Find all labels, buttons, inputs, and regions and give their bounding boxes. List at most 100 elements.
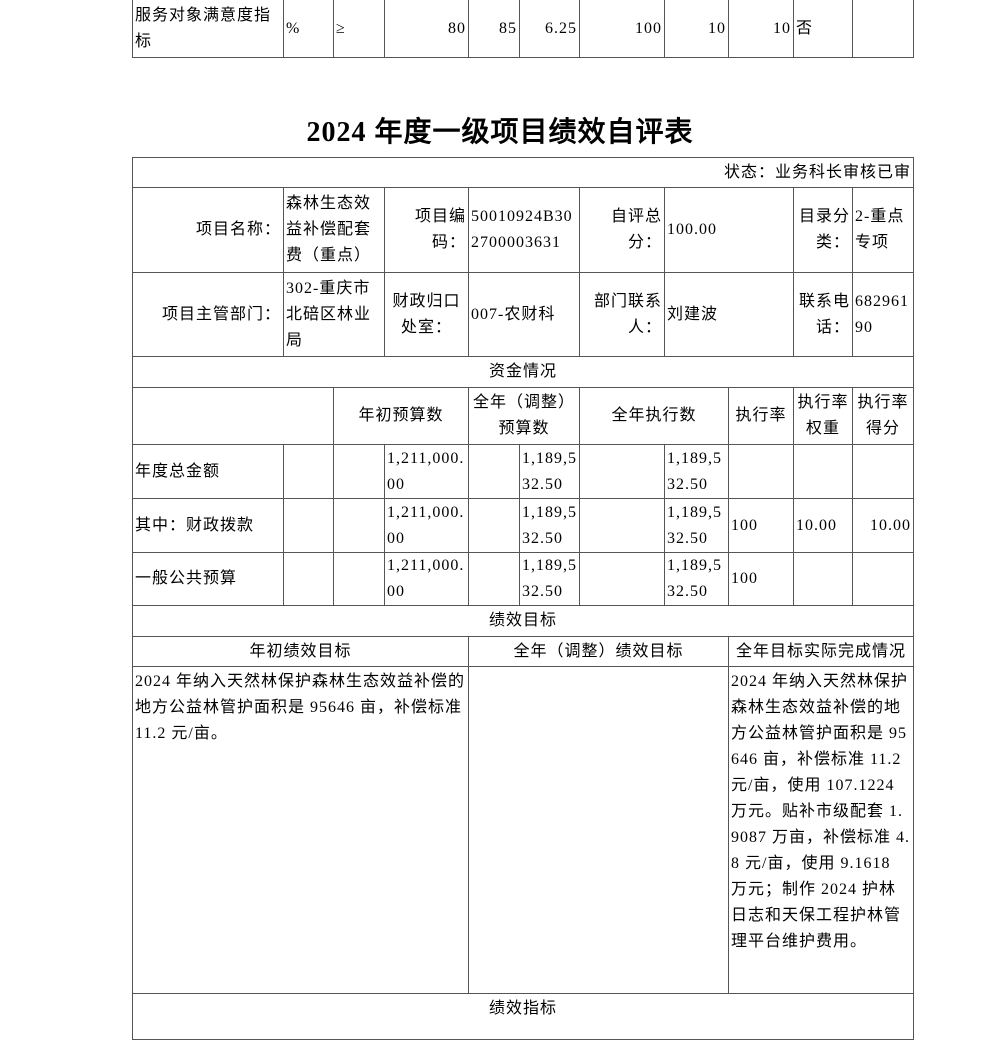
cell-text: 1,189,532.50 — [522, 557, 577, 600]
table-cell — [852, 0, 914, 58]
table-cell: 10.00 — [852, 498, 914, 553]
cell-text: 1,211,000.00 — [387, 557, 465, 600]
cell-text: 年初绩效目标 — [249, 642, 352, 660]
cell-text: ≥ — [336, 19, 346, 37]
table-cell: 否 — [793, 0, 853, 58]
table-cell: 1,211,000.00 — [384, 552, 469, 606]
table-cell — [333, 498, 385, 553]
page-title: 2024 年度一级项目绩效自评表 — [306, 117, 694, 148]
cell-text: 1,211,000.00 — [387, 503, 465, 547]
table-cell: 100 — [728, 498, 794, 553]
cell-text: 50010924B302700003631 — [471, 208, 573, 251]
table-cell: 100 — [579, 0, 665, 58]
table-cell — [283, 498, 334, 553]
column-header: 全年执行数 — [579, 387, 729, 445]
table-cell: 1,189,532.50 — [664, 552, 729, 606]
table-cell: 目录分类： — [793, 187, 853, 273]
cell-text: 其中：财政拨款 — [135, 516, 255, 534]
table-cell: 1,189,532.50 — [519, 552, 580, 606]
table-cell: 项目名称： — [132, 187, 284, 273]
cell-text: 绩效目标 — [488, 612, 557, 629]
table-cell — [579, 552, 665, 606]
cell-text: 森林生态效益补偿配套费（重点） — [286, 195, 372, 264]
table-cell — [333, 444, 385, 499]
cell-text: 100 — [635, 19, 662, 37]
table-cell: 自评总分： — [579, 187, 665, 273]
cell-text: 全年目标实际完成情况 — [735, 642, 906, 660]
table-cell — [283, 444, 334, 499]
fund-row-label: 一般公共预算 — [132, 552, 284, 606]
table-cell — [728, 444, 794, 499]
table-cell — [468, 444, 520, 499]
cell-text: 目录分类： — [798, 208, 850, 251]
table-cell: 1,189,532.50 — [519, 444, 580, 499]
cell-text: 80 — [448, 19, 466, 37]
cell-text: 全年执行数 — [611, 407, 697, 424]
table-cell: 10 — [664, 0, 729, 58]
table-cell: 1,189,532.50 — [519, 498, 580, 553]
table-cell: 1,189,532.50 — [664, 498, 729, 553]
cell-text: 联系电话： — [798, 292, 850, 336]
status-row: 状态：业务科长审核已审 — [132, 157, 914, 188]
section-indicators: 绩效指标 — [132, 993, 914, 1040]
cell-text: 1,189,532.50 — [667, 557, 722, 600]
cell-text: 部门联系人： — [593, 292, 662, 336]
table-cell — [333, 552, 385, 606]
fund-row-label: 年度总金额 — [132, 444, 284, 499]
actual-completion: 2024 年纳入天然林保护森林生态效益补偿的地方公益林管护面积是 95646 亩… — [728, 666, 914, 994]
phone: 68296190 — [852, 272, 914, 357]
table-cell: 85 — [468, 0, 520, 58]
cell-text: 85 — [499, 19, 517, 37]
table-cell — [579, 444, 665, 499]
cell-text: 年度总金额 — [135, 462, 221, 480]
cell-text: 绩效指标 — [488, 1000, 557, 1017]
cell-text: 10.00 — [870, 516, 911, 534]
table-cell — [132, 387, 334, 445]
table-cell — [852, 444, 914, 499]
cell-text: 6.25 — [545, 19, 577, 37]
cell-text: 全年（调整）绩效目标 — [513, 642, 684, 660]
table-cell: ≥ — [333, 0, 385, 58]
cell-text: 年初预算数 — [358, 407, 444, 424]
cell-text: 服务对象满意度指标 — [135, 6, 272, 50]
cell-text: 302-重庆市北碚区林业局 — [286, 279, 372, 349]
table-cell: 财政归口处室： — [384, 272, 469, 357]
column-header: 全年（调整）绩效目标 — [468, 636, 729, 667]
cell-text: 全年（调整）预算数 — [472, 394, 575, 437]
section-goals: 绩效目标 — [132, 605, 914, 637]
contact-person: 刘建波 — [664, 272, 794, 357]
column-header: 全年目标实际完成情况 — [728, 636, 914, 667]
category: 2-重点专项 — [852, 187, 914, 273]
column-header: 全年（调整）预算数 — [468, 387, 580, 445]
cell-text: 1,189,532.50 — [522, 449, 577, 493]
cell-text: 刘建波 — [667, 305, 719, 323]
cell-text: 68296190 — [855, 292, 909, 336]
adjusted-goal — [468, 666, 729, 994]
table-cell: 项目主管部门： — [132, 272, 284, 357]
cell-text: 10.00 — [796, 516, 837, 534]
column-header: 执行率 — [728, 387, 794, 445]
cell-text: % — [286, 19, 301, 37]
table-cell — [793, 552, 853, 606]
cell-text: 执行率 — [735, 407, 787, 424]
cell-text: 状态：业务科长审核已审 — [723, 163, 911, 181]
cell-text: 10 — [708, 19, 726, 37]
cell-text: 1,189,532.50 — [667, 449, 722, 493]
cell-text: 项目编码： — [414, 208, 466, 251]
section-funds: 资金情况 — [132, 356, 914, 388]
table-cell: 10 — [728, 0, 794, 58]
column-header: 执行率权重 — [793, 387, 853, 445]
cell-text: 1,189,532.50 — [522, 503, 577, 547]
table-cell — [283, 552, 334, 606]
column-header: 年初预算数 — [333, 387, 469, 445]
cell-text: 100.00 — [667, 221, 717, 238]
total-score: 100.00 — [664, 187, 794, 273]
table-cell — [852, 552, 914, 606]
cell-text: 项目主管部门： — [161, 305, 281, 323]
department: 302-重庆市北碚区林业局 — [283, 272, 385, 357]
table-cell — [468, 498, 520, 553]
cell-text: 2024 年纳入天然林保护森林生态效益补偿的地方公益林管护面积是 95646 亩… — [135, 673, 466, 742]
cell-text: 1,211,000.00 — [387, 449, 465, 493]
table-cell: 10.00 — [793, 498, 853, 553]
table-cell: 项目编码： — [384, 187, 469, 273]
